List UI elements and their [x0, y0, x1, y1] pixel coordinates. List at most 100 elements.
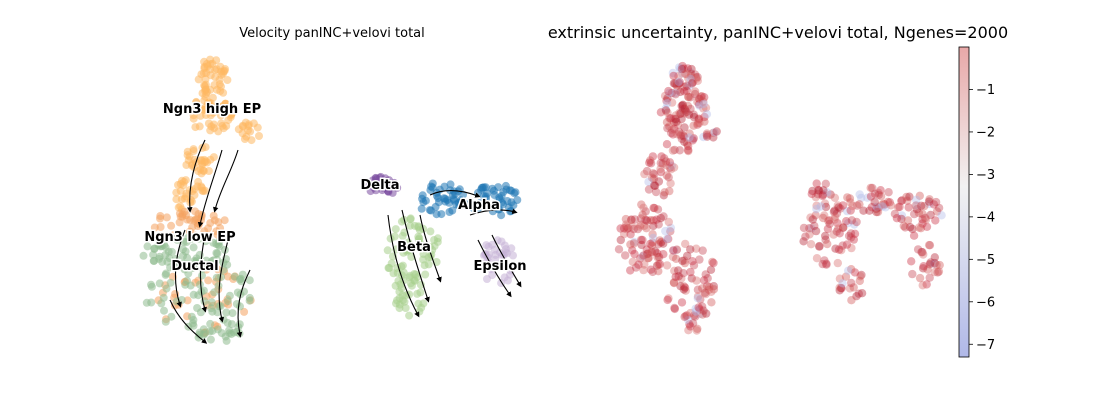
cell-point	[624, 223, 633, 233]
cell-point	[664, 173, 673, 182]
cell-point	[209, 120, 218, 129]
cell-point	[707, 287, 716, 296]
cell-point	[659, 250, 668, 259]
cell-point	[924, 197, 934, 206]
cell-point	[666, 114, 675, 123]
cell-point	[191, 215, 200, 224]
stream-line	[174, 229, 186, 308]
cell-point	[838, 201, 848, 210]
cell-point	[614, 245, 624, 254]
cluster-label: Ngn3 high EP	[163, 102, 261, 117]
cell-point	[829, 230, 838, 239]
cell-point	[705, 282, 714, 291]
cell-point	[701, 289, 710, 299]
cell-point	[696, 295, 705, 304]
cell-point	[930, 259, 939, 268]
cell-point	[650, 247, 660, 256]
cell-point	[842, 240, 852, 249]
cell-point	[874, 203, 883, 212]
cell-point	[844, 231, 854, 241]
cell-point	[662, 96, 671, 105]
cell-point	[693, 72, 702, 82]
cell-point	[650, 181, 660, 190]
cell-point	[933, 268, 942, 277]
cell-point	[207, 298, 216, 307]
cell-point	[881, 203, 890, 212]
cell-point	[650, 170, 659, 179]
cell-point	[868, 183, 877, 193]
cell-point	[671, 272, 680, 282]
cell-point	[819, 186, 828, 195]
cell-point	[677, 101, 686, 111]
cell-point	[194, 291, 203, 300]
cell-point	[638, 235, 647, 245]
cell-point	[621, 214, 631, 224]
cell-point	[912, 195, 921, 205]
cell-point	[683, 101, 693, 111]
cell-point	[686, 68, 695, 77]
cell-point	[700, 93, 709, 102]
cell-point	[672, 117, 681, 127]
cell-point	[812, 254, 822, 263]
cell-point	[679, 282, 689, 291]
cell-point	[683, 141, 693, 151]
cell-point	[911, 201, 920, 210]
cell-point	[934, 203, 944, 213]
cell-point	[839, 223, 848, 232]
cell-point	[212, 240, 221, 248]
cell-point	[850, 220, 859, 229]
cell-point	[686, 267, 695, 277]
cell-point	[664, 86, 673, 96]
cell-point	[197, 169, 206, 178]
cell-point	[383, 246, 392, 255]
cell-point	[697, 302, 707, 311]
cell-point	[428, 183, 437, 192]
stream-line	[469, 208, 518, 216]
cell-point	[701, 270, 710, 279]
cell-point	[878, 202, 887, 211]
cell-point	[695, 118, 704, 128]
cell-point	[681, 311, 690, 321]
cell-point	[209, 153, 218, 162]
cell-point	[387, 259, 396, 268]
right-scatter-points	[614, 61, 946, 335]
cell-point	[637, 240, 646, 250]
cell-point	[161, 243, 170, 252]
stream-line	[401, 209, 430, 303]
cell-point	[670, 79, 680, 88]
cell-point	[414, 222, 423, 231]
cell-point	[165, 254, 174, 263]
cell-point	[653, 249, 662, 258]
right-chart-title: extrinsic uncertainty, panINC+velovi tot…	[547, 23, 1009, 42]
cell-point	[647, 248, 656, 257]
cell-point	[877, 201, 886, 210]
cell-point	[821, 202, 831, 212]
cell-point	[652, 215, 661, 224]
cell-point	[682, 107, 691, 117]
cell-point	[667, 161, 676, 170]
cell-point	[926, 210, 935, 220]
cell-point	[710, 128, 719, 137]
cell-point	[665, 163, 674, 172]
cell-point	[676, 64, 685, 74]
stream-line	[169, 299, 208, 344]
cell-point	[692, 74, 701, 83]
cell-point	[833, 201, 842, 210]
cell-point	[915, 191, 924, 200]
cell-point	[703, 132, 712, 141]
cell-point	[874, 190, 883, 199]
cell-point	[698, 284, 707, 293]
cell-point	[245, 293, 254, 302]
cell-point	[826, 190, 835, 199]
cell-point	[686, 322, 695, 331]
cell-point	[841, 272, 851, 281]
cell-point	[631, 263, 641, 272]
cell-point	[676, 281, 685, 291]
cell-point	[676, 131, 685, 140]
cell-point	[643, 249, 652, 258]
cell-point	[660, 91, 670, 101]
cell-point	[680, 256, 689, 265]
cell-point	[820, 211, 829, 220]
cell-point	[649, 203, 658, 213]
cell-point	[166, 278, 175, 287]
